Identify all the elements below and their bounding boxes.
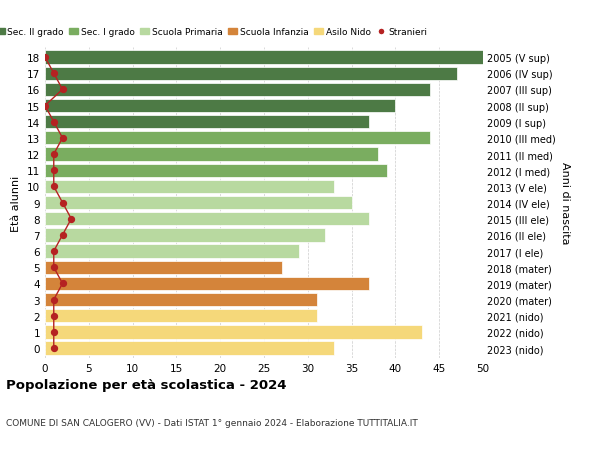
Point xyxy=(67,216,76,223)
Legend: Sec. II grado, Sec. I grado, Scuola Primaria, Scuola Infanzia, Asilo Nido, Stran: Sec. II grado, Sec. I grado, Scuola Prim… xyxy=(0,24,431,40)
Bar xyxy=(45,277,369,291)
Bar xyxy=(45,51,483,65)
Text: Popolazione per età scolastica - 2024: Popolazione per età scolastica - 2024 xyxy=(6,379,287,392)
Bar xyxy=(45,325,422,339)
Bar xyxy=(45,293,317,307)
Bar xyxy=(45,100,395,113)
Point xyxy=(49,70,59,78)
Bar xyxy=(45,164,386,178)
Point xyxy=(58,86,67,94)
Point xyxy=(49,329,59,336)
Point xyxy=(49,167,59,174)
Bar xyxy=(45,213,369,226)
Bar xyxy=(45,132,430,145)
Bar xyxy=(45,245,299,258)
Point xyxy=(58,199,67,207)
Point xyxy=(58,135,67,142)
Bar xyxy=(45,229,325,242)
Point xyxy=(49,119,59,126)
Point xyxy=(49,183,59,190)
Bar xyxy=(45,341,334,355)
Text: COMUNE DI SAN CALOGERO (VV) - Dati ISTAT 1° gennaio 2024 - Elaborazione TUTTITAL: COMUNE DI SAN CALOGERO (VV) - Dati ISTAT… xyxy=(6,418,418,427)
Point xyxy=(40,103,50,110)
Y-axis label: Anni di nascita: Anni di nascita xyxy=(560,162,570,244)
Bar xyxy=(45,196,352,210)
Y-axis label: Età alunni: Età alunni xyxy=(11,175,22,231)
Point xyxy=(40,54,50,62)
Bar xyxy=(45,67,457,81)
Bar xyxy=(45,84,430,97)
Bar xyxy=(45,180,334,194)
Bar xyxy=(45,116,369,129)
Point xyxy=(49,313,59,320)
Point xyxy=(49,248,59,255)
Point xyxy=(49,264,59,271)
Bar xyxy=(45,261,281,274)
Bar xyxy=(45,309,317,323)
Point xyxy=(58,280,67,287)
Point xyxy=(49,296,59,303)
Bar xyxy=(45,148,378,161)
Point xyxy=(58,232,67,239)
Point xyxy=(49,151,59,158)
Point xyxy=(49,345,59,352)
